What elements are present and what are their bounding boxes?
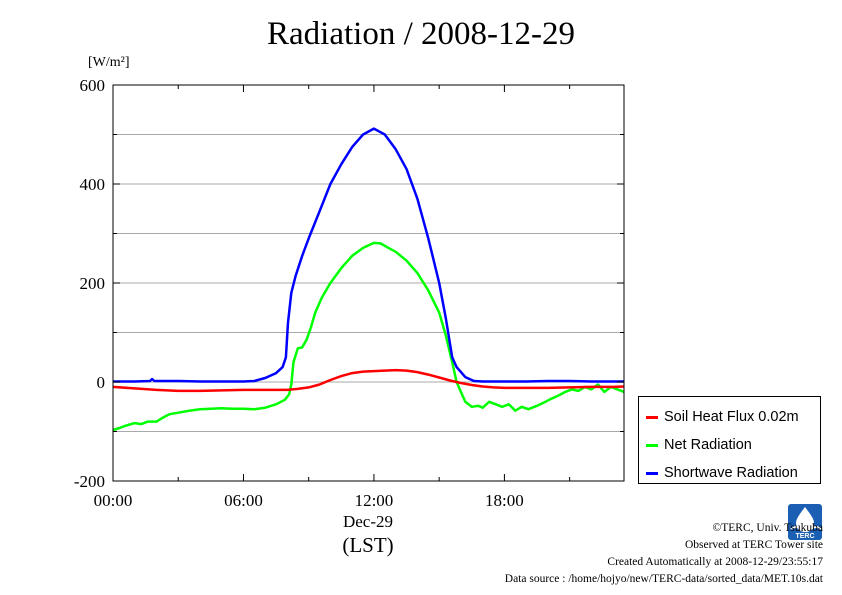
- y-tick-label: 0: [97, 373, 106, 392]
- y-tick-label: -200: [74, 472, 105, 491]
- credits-created: Created Automatically at 2008-12-29/23:5…: [607, 556, 823, 568]
- y-tick-label: 600: [80, 76, 106, 95]
- axis-ticks: [112, 84, 624, 482]
- terc-logo-drop-icon: [796, 507, 814, 532]
- credits-site: Observed at TERC Tower site: [684, 539, 823, 551]
- chart-title: Radiation / 2008-12-29: [267, 16, 575, 52]
- credits-copyright: ©TERC, Univ. Tsukuba: [712, 522, 823, 534]
- legend-swatch-shortwave-radiation: [646, 471, 658, 475]
- x-axis-date-label: Dec-29: [342, 512, 394, 531]
- credits-block: ©TERC, Univ. Tsukuba Observed at TERC To…: [505, 520, 823, 588]
- y-tick-label: 200: [80, 274, 106, 293]
- legend: Soil Heat Flux 0.02m Net Radiation Short…: [638, 396, 821, 484]
- series-line-net-radiation: [112, 241, 625, 432]
- series-line-soil-heat-flux-0-02m: [112, 368, 625, 393]
- legend-swatch-net-radiation: [646, 443, 658, 447]
- terc-logo-wave-icon: [790, 526, 822, 532]
- x-tick-labels: 00:00 06:00 12:00 18:00: [94, 491, 524, 510]
- x-tick-label: 06:00: [224, 491, 263, 510]
- x-axis-label: (LST): [342, 533, 394, 557]
- legend-item-soil-heat-flux: Soil Heat Flux 0.02m: [639, 403, 820, 431]
- x-tick-label: 18:00: [485, 491, 524, 510]
- legend-label-net-radiation: Net Radiation: [664, 437, 752, 453]
- y-axis-label: [W/m²]: [88, 55, 130, 70]
- legend-swatch-soil-heat-flux: [646, 415, 658, 419]
- legend-label-shortwave-radiation: Shortwave Radiation: [664, 465, 798, 481]
- x-tick-label: 00:00: [94, 491, 133, 510]
- series-line-shortwave-radiation: [113, 127, 624, 383]
- legend-item-net-radiation: Net Radiation: [639, 431, 820, 459]
- y-tick-labels: -200 0 200 400 600: [74, 76, 105, 491]
- y-tick-label: 400: [80, 175, 106, 194]
- terc-logo-text: TERC: [795, 533, 814, 540]
- series-lines: [112, 127, 625, 432]
- credits-source: Data source : /home/hojyo/new/TERC-data/…: [504, 573, 823, 585]
- legend-item-shortwave-radiation: Shortwave Radiation: [639, 459, 820, 487]
- legend-label-soil-heat-flux: Soil Heat Flux 0.02m: [664, 409, 799, 425]
- x-tick-label: 12:00: [355, 491, 394, 510]
- terc-logo: TERC: [788, 504, 822, 540]
